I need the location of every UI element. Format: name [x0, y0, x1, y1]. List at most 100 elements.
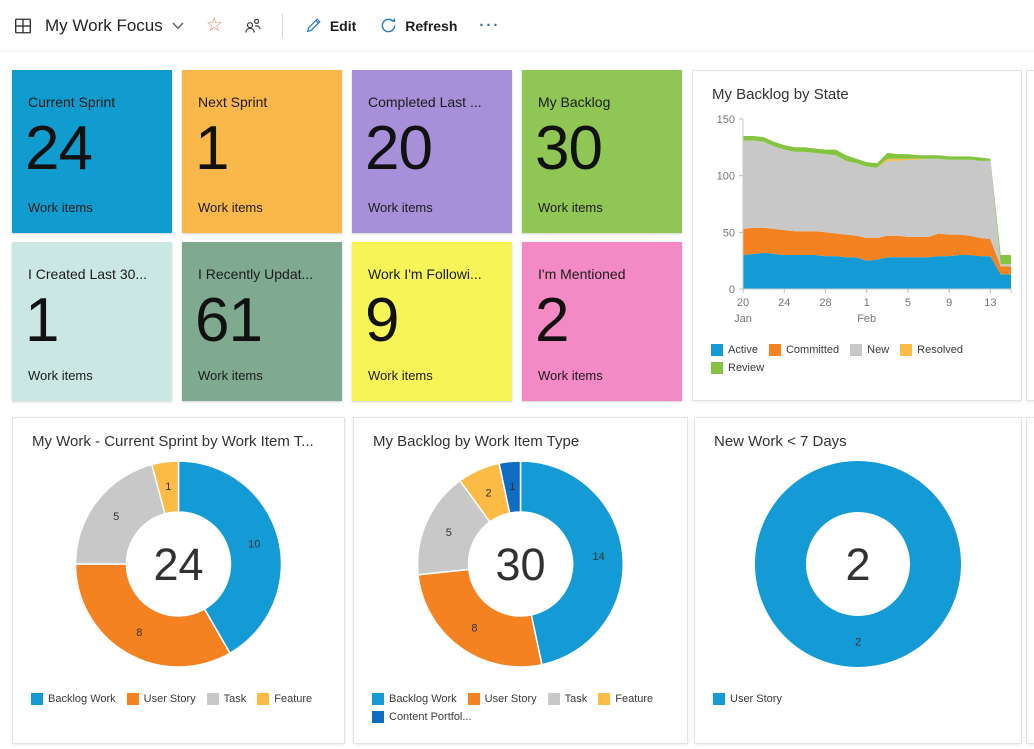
- tile-title: Current Sprint: [28, 94, 116, 110]
- tile-title: I Created Last 30...: [28, 266, 148, 282]
- x-tick-label: 13: [984, 297, 996, 309]
- widget-title: My Work - Current Sprint by Work Item T.…: [32, 433, 314, 450]
- area-series-active: [743, 252, 1011, 289]
- x-month-label: Feb: [857, 313, 876, 325]
- donut-center-value: 2: [845, 539, 870, 590]
- widget-title: My Backlog by Work Item Type: [373, 433, 580, 450]
- tile-value: 1: [25, 286, 59, 355]
- legend-label: User Story: [143, 693, 196, 705]
- kpi-tile-i-recently-updat[interactable]: I Recently Updat... 61 Work items: [182, 242, 342, 401]
- legend-label: Feature: [274, 693, 313, 705]
- legend-item-user-story: User Story: [467, 693, 537, 705]
- donut-chart: 14 8 5 2 1 30: [416, 460, 624, 668]
- donut-slice-user-story: [74, 563, 232, 668]
- kpi-tile-next-sprint[interactable]: Next Sprint 1 Work items: [182, 70, 342, 233]
- legend-item-new: New: [850, 344, 889, 356]
- legend-label: Task: [564, 693, 588, 705]
- legend-item-user-story: User Story: [126, 693, 196, 705]
- slice-value-label: 10: [248, 539, 260, 551]
- legend-swatch: [547, 693, 560, 705]
- tile-value: 2: [535, 286, 569, 355]
- kpi-tile-my-backlog[interactable]: My Backlog 30 Work items: [522, 70, 682, 233]
- legend-item-feature: Feature: [257, 693, 312, 705]
- tile-subtitle: Work items: [538, 368, 603, 383]
- legend-item-review: Review: [711, 362, 764, 374]
- slice-value-label: 8: [471, 623, 477, 635]
- tile-title: My Backlog: [538, 94, 611, 110]
- legend-swatch: [713, 693, 725, 705]
- chevron-down-icon: [172, 22, 184, 29]
- legend-swatch: [598, 693, 611, 705]
- widget-backlog-by-type: My Backlog by Work Item Type 14 8 5 2 1 30 Ba…: [353, 417, 688, 744]
- slice-value-label: 1: [509, 481, 515, 493]
- kpi-tile-current-sprint[interactable]: Current Sprint 24 Work items: [12, 70, 172, 233]
- tile-subtitle: Work items: [198, 368, 263, 383]
- chart-legend: Backlog Work User Story Task Feature: [13, 693, 344, 705]
- slice-value-label: 1: [165, 481, 171, 493]
- slice-value-label: 14: [592, 551, 604, 563]
- partial-card: [1026, 70, 1034, 401]
- chart-legend: User Story: [695, 693, 1021, 705]
- legend-item-content-portfol: Content Portfol...: [372, 711, 472, 723]
- donut-center-value: 24: [153, 539, 203, 590]
- chart-legend: Backlog Work User Story Task Feature Content…: [354, 693, 687, 723]
- legend-swatch: [467, 693, 480, 705]
- partial-card: [1026, 417, 1034, 744]
- tile-value: 1: [195, 114, 229, 183]
- legend-label: Content Portfol...: [389, 711, 472, 723]
- tile-value: 9: [365, 286, 399, 355]
- x-tick-label: 24: [778, 297, 790, 309]
- kpi-tile-completed-last[interactable]: Completed Last ... 20 Work items: [352, 70, 512, 233]
- edit-label: Edit: [329, 17, 357, 34]
- team-audience-button[interactable]: [243, 17, 262, 35]
- legend-swatch: [850, 344, 863, 356]
- more-options-button[interactable]: ···: [479, 17, 501, 34]
- tile-value: 61: [195, 286, 263, 355]
- legend-swatch: [372, 711, 384, 723]
- legend-swatch: [900, 344, 913, 356]
- widget-my-backlog-by-state: My Backlog by State 0 50 100 150 20 Jan 24 28 1 F…: [692, 70, 1022, 401]
- legend-label: User Story: [484, 693, 537, 705]
- x-month-label: Jan: [734, 313, 752, 325]
- legend-swatch: [711, 344, 723, 356]
- donut-slice-user-story: [417, 568, 543, 668]
- slice-value-label: 2: [486, 487, 492, 499]
- legend-label: User Story: [730, 693, 782, 705]
- slice-value-label: 5: [113, 511, 119, 523]
- favorite-star-button[interactable]: ☆: [205, 15, 223, 36]
- edit-button[interactable]: Edit: [305, 17, 356, 34]
- donut-slice-feature: [150, 460, 180, 515]
- toolbar: My Work Focus ☆ Edit Refre: [0, 0, 1034, 52]
- donut-slice-task: [74, 463, 166, 565]
- legend-swatch: [768, 344, 781, 356]
- legend-item-feature: Feature: [598, 693, 653, 705]
- tile-subtitle: Work items: [368, 200, 433, 215]
- y-tick-label: 0: [729, 284, 735, 296]
- legend-item-user-story: User Story: [713, 693, 782, 705]
- tile-value: 20: [365, 114, 433, 183]
- legend-label: Feature: [615, 693, 654, 705]
- dashboard-title-dropdown[interactable]: My Work Focus: [45, 16, 184, 36]
- legend-label: Task: [223, 693, 247, 705]
- page-title: My Work Focus: [45, 15, 163, 35]
- chart-legend: Active Committed New Resolved Review: [693, 344, 1021, 374]
- tile-subtitle: Work items: [368, 368, 433, 383]
- tile-subtitle: Work items: [538, 200, 603, 215]
- kpi-tile-i-m-mentioned[interactable]: I'm Mentioned 2 Work items: [522, 242, 682, 401]
- legend-swatch: [257, 693, 270, 705]
- x-tick-label: 1: [864, 297, 870, 309]
- legend-swatch: [126, 693, 139, 705]
- area-chart: 0 50 100 150 20 Jan 24 28 1 Feb 5 9 13: [717, 114, 1012, 325]
- legend-label: Backlog Work: [389, 693, 457, 705]
- legend-item-backlog-work: Backlog Work: [31, 693, 116, 705]
- x-tick-label: 5: [905, 297, 911, 309]
- legend-label: Active: [728, 344, 758, 356]
- kpi-tile-work-i-m-followi[interactable]: Work I'm Followi... 9 Work items: [352, 242, 512, 401]
- kpi-tile-i-created-last-30[interactable]: I Created Last 30... 1 Work items: [12, 242, 172, 401]
- legend-label: Review: [728, 362, 765, 374]
- legend-label: Resolved: [917, 344, 964, 356]
- refresh-button[interactable]: Refresh: [380, 17, 457, 34]
- tile-value: 24: [25, 114, 93, 183]
- legend-item-active: Active: [711, 344, 758, 356]
